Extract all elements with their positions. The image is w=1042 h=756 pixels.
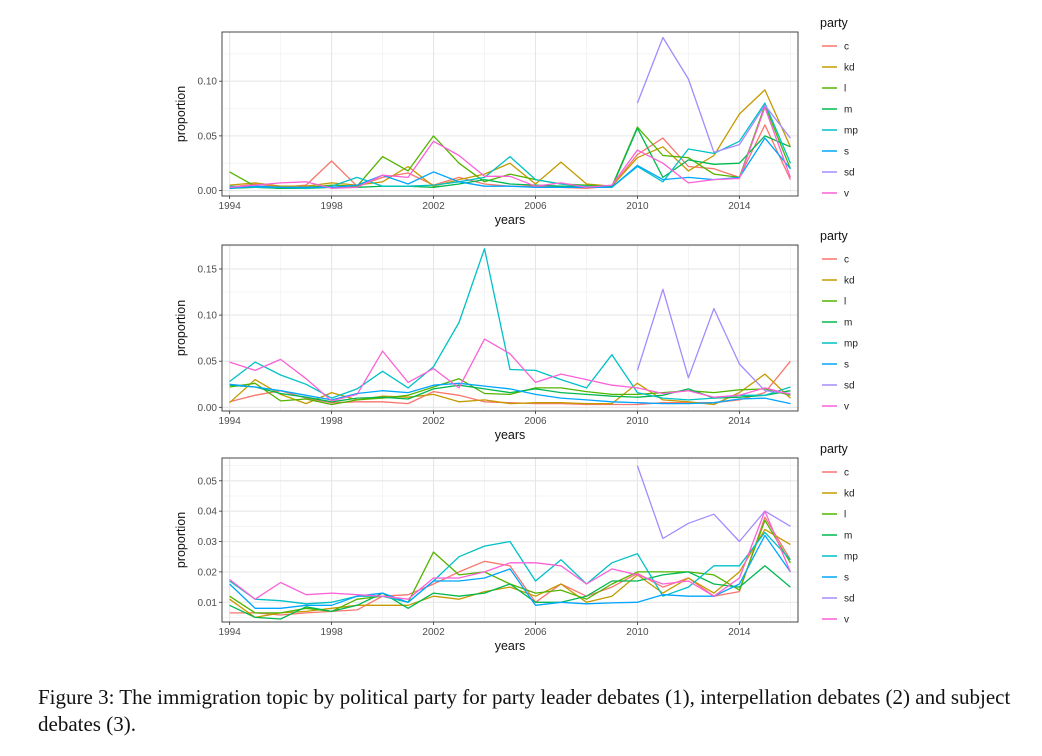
x-tick-label: 2010 [626,201,649,212]
x-tick-label: 2002 [422,627,445,638]
y-tick-label: 0.05 [198,131,218,142]
legend-label-kd: kd [844,489,855,500]
series-line-v [229,510,791,600]
x-tick-label: 2014 [728,627,751,638]
y-axis-title: proportion [174,300,188,356]
x-tick-label: 2002 [422,201,445,212]
legend-label-m: m [844,105,852,116]
panel-1-border [221,31,799,197]
x-tick-label: 2006 [524,201,547,212]
x-tick-label: 1998 [320,627,343,638]
x-axis-title: years [495,428,526,442]
series-line-m [229,384,791,403]
legend-label-l: l [844,84,846,95]
legend-label-l: l [844,510,846,521]
y-tick-label: 0.01 [198,598,218,609]
series-line-m [229,565,791,620]
legend-label-kd: kd [844,63,855,74]
x-tick-label: 2010 [626,627,649,638]
x-tick-label: 1994 [219,627,242,638]
series-line-mp [229,531,791,605]
x-tick-label: 1998 [320,201,343,212]
panel-2-background [222,245,798,411]
series-line-v [229,106,792,189]
y-tick-label: 0.05 [198,476,218,487]
legend-label-l: l [844,297,846,308]
y-tick-label: 0.00 [198,403,218,414]
legend-label-s: s [844,147,849,158]
figure-panels: 1994 1998 2002 2006 2010 2014 0.00 0.05 0.10 year… [174,16,858,653]
panel-2-border [221,244,799,412]
legend-label-v: v [844,402,849,413]
legend-label-c: c [844,255,849,266]
y-tick-label: 0.05 [198,357,218,368]
y-tick-label: 0.04 [198,507,218,518]
legend-title: party [820,229,849,243]
legend-label-c: c [844,42,849,53]
x-tick-label: 2014 [728,416,751,427]
series-line-kd [229,89,791,187]
series-line-s [229,382,791,405]
y-axis-title: proportion [174,512,188,568]
legend-title: party [820,442,849,456]
legend-label-s: s [844,360,849,371]
x-tick-label: 1998 [320,416,343,427]
series-line-v [229,338,791,402]
x-tick-label: 2002 [422,416,445,427]
figure-caption: Figure 3: The immigration topic by polit… [38,685,1011,736]
legend-label-mp: mp [844,126,858,137]
x-tick-label: 1994 [219,416,242,427]
legend-label-sd: sd [844,381,855,392]
series-line-s [229,534,791,609]
legend-label-s: s [844,573,849,584]
x-tick-label: 2010 [626,416,649,427]
y-tick-label: 0.10 [198,77,218,88]
panel-1-background [222,32,798,196]
y-tick-label: 0.00 [198,186,218,197]
x-tick-label: 2006 [524,627,547,638]
legend-label-m: m [844,531,852,542]
x-tick-label: 1994 [219,201,242,212]
y-tick-label: 0.15 [198,264,218,275]
legend-label-v: v [844,189,849,200]
panel-3-background [222,458,798,622]
x-axis-title: years [495,213,526,227]
legend-label-mp: mp [844,339,858,350]
legend-label-mp: mp [844,552,858,563]
x-tick-label: 2006 [524,416,547,427]
y-tick-label: 0.10 [198,311,218,322]
y-axis-title: proportion [174,86,188,142]
y-tick-label: 0.03 [198,537,218,548]
y-tick-label: 0.02 [198,567,218,578]
series-line-c [229,516,791,616]
legend-label-sd: sd [844,594,855,605]
legend-label-kd: kd [844,276,855,287]
series-line-sd [636,288,791,395]
series-line-sd [636,36,791,153]
legend-label-m: m [844,318,852,329]
x-axis-title: years [495,639,526,653]
legend-title: party [820,16,849,30]
legend-label-v: v [844,615,849,626]
legend-label-c: c [844,468,849,479]
x-tick-label: 2014 [728,201,751,212]
panel-3-border [221,457,799,623]
series-line-s [229,137,791,189]
legend-label-sd: sd [844,168,855,179]
